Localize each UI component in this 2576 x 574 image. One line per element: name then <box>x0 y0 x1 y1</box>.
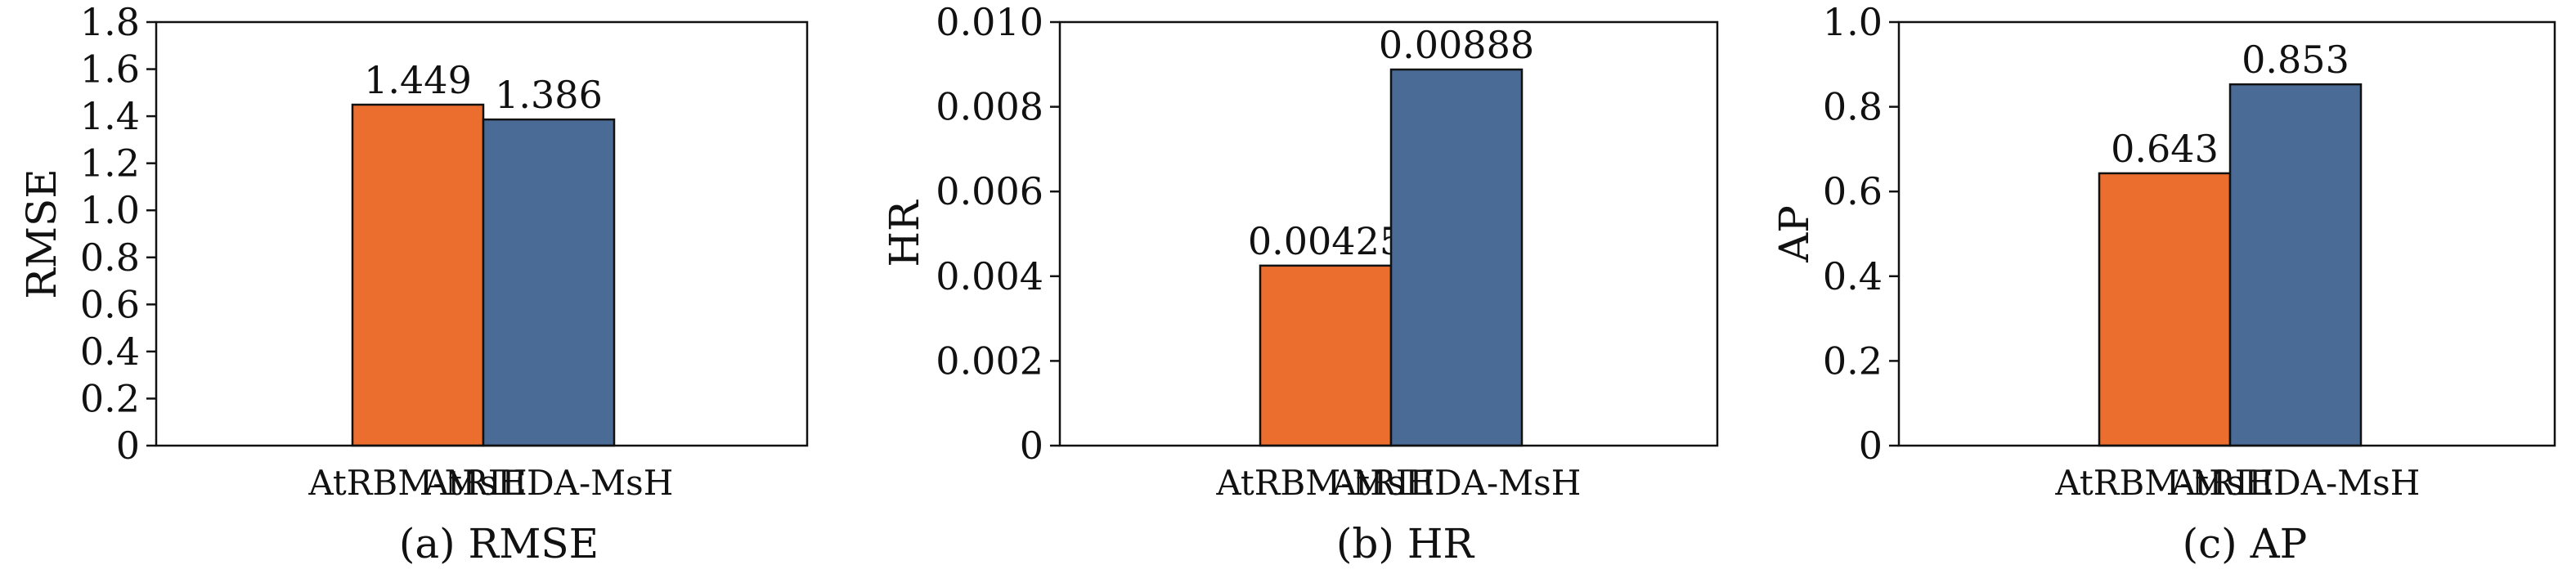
bar-1 <box>351 103 485 447</box>
data-label: 0.00425 <box>1248 219 1403 263</box>
y-tick-label: 1.0 <box>1823 0 1883 44</box>
data-label: 1.449 <box>364 58 472 102</box>
y-tick-label: 0.002 <box>936 339 1043 383</box>
x-tick-label: AtRIEDA-MsH <box>424 463 674 503</box>
y-tick-label: 0.2 <box>1823 339 1883 383</box>
bar-2 <box>1389 68 1524 447</box>
y-tick-label: 1.8 <box>80 0 140 44</box>
y-axis-label: AP <box>1770 205 1818 263</box>
chart-panel-1: 1.449 AtRBM-MsH 1.386 AtRIEDA-MsH 00.20.40.6… <box>18 0 809 567</box>
y-axis-label: RMSE <box>18 168 65 299</box>
y-tick-label: 0 <box>1020 424 1043 468</box>
bar-2 <box>2228 83 2363 447</box>
y-tick-label: 0.4 <box>1823 254 1883 298</box>
y-tick-label: 0.008 <box>936 85 1043 129</box>
y-tick-label: 1.2 <box>80 141 140 186</box>
x-tick-label: AtRBM-MsH <box>2054 463 2273 503</box>
bar-1 <box>2098 172 2232 447</box>
y-tick-label: 1.4 <box>80 94 140 138</box>
y-tick-label: 0 <box>116 424 140 468</box>
y-tick-label: 1.6 <box>80 47 140 92</box>
y-axis-label: HR <box>881 200 928 267</box>
chart-panel-2: 0.00425 AtRBM-MsH 0.00888 AtRIEDA-MsH 0 0.002… <box>881 0 1719 567</box>
x-tick-label: AtRIEDA-MsH <box>1331 463 1582 503</box>
x-tick-label: AtRBM-MsH <box>1215 463 1434 503</box>
data-label: 0.00888 <box>1379 23 1534 67</box>
x-tick-label: AtRIEDA-MsH <box>2170 463 2421 503</box>
y-tick-label: 0.6 <box>80 282 140 326</box>
axes-frame <box>1058 20 1719 447</box>
y-tick-label: 0.004 <box>936 254 1043 298</box>
y-tick-label: 1.0 <box>80 188 140 232</box>
panel-caption: (c) AP <box>2183 520 2308 567</box>
panel-caption: (a) RMSE <box>399 520 599 567</box>
y-tick-label: 0.010 <box>936 0 1043 44</box>
y-tick-label: 0.4 <box>80 330 140 374</box>
bar-1 <box>1259 264 1393 447</box>
data-label: 0.643 <box>2111 127 2219 171</box>
y-tick-label: 0.006 <box>936 169 1043 213</box>
data-label: 0.853 <box>2242 38 2349 82</box>
y-tick-label: 0 <box>1859 424 1883 468</box>
y-tick-label: 0.8 <box>80 235 140 280</box>
x-tick-label: AtRBM-MsH <box>307 463 527 503</box>
y-tick-label: 0.2 <box>80 376 140 420</box>
data-label: 1.386 <box>495 73 603 117</box>
axes-frame <box>1897 20 2556 447</box>
y-tick-label: 0.8 <box>1823 85 1883 129</box>
chart-panel-3: 0.643 AtRBM-MsH 0.853 AtRIEDA-MsH 0 0.2 0.4 0.6… <box>1770 0 2556 567</box>
axes-frame <box>155 20 809 447</box>
y-tick-label: 0.6 <box>1823 169 1883 213</box>
bar-2 <box>482 118 616 447</box>
panel-caption: (b) HR <box>1336 520 1475 567</box>
